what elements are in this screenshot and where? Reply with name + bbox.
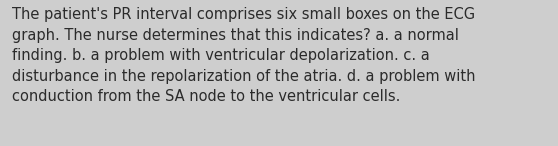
Text: The patient's PR interval comprises six small boxes on the ECG
graph. The nurse : The patient's PR interval comprises six … (12, 7, 476, 104)
